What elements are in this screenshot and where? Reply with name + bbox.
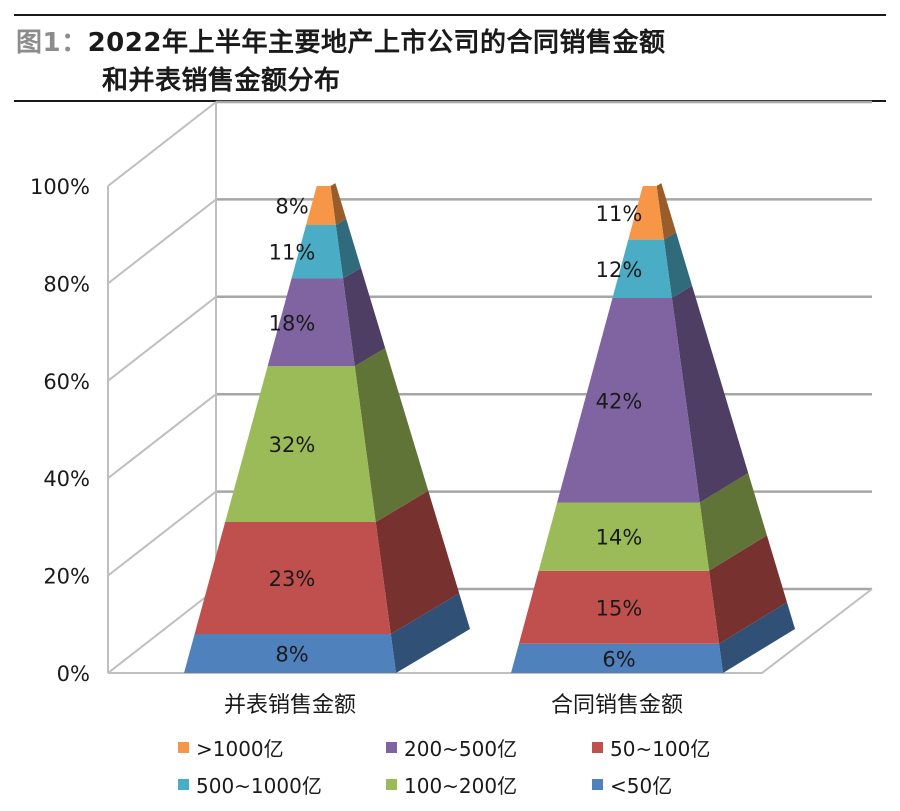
segment-value-label: 8%: [275, 643, 308, 667]
segment-value-label: 11%: [269, 241, 316, 265]
pyramid-side-segment: [663, 232, 693, 299]
pyramid-front-segment: [267, 278, 355, 367]
figure-title-line2: 和并表销售金额分布: [102, 66, 341, 96]
legend-item: 100~200亿: [386, 770, 517, 799]
pyramid-front-segment: [194, 522, 391, 635]
legend-swatch: [178, 742, 189, 753]
pyramid-front-segment: [184, 634, 396, 673]
segment-value-label: 11%: [596, 202, 643, 226]
x-category-label: 合同销售金额: [551, 693, 683, 718]
pyramid-front-segment: [538, 502, 710, 571]
legend-label: >1000亿: [196, 737, 284, 761]
segment-value-label: 8%: [275, 194, 308, 218]
chart-labels: 0% 20% 40% 60% 80% 100% 8% 23% 32% 18% 11% 8% 并表销售金额…: [30, 175, 683, 718]
figure-title-line1: 图1：2022年上半年主要地产上市公司的合同销售金额: [16, 22, 665, 59]
x-category-label: 并表销售金额: [224, 693, 356, 718]
pyramid-side-segment: [709, 535, 787, 644]
gridline-side: [107, 588, 217, 674]
segment-value-label: 6%: [602, 647, 635, 671]
pyramid-side-segment: [671, 285, 749, 503]
y-tick-label: 100%: [30, 175, 90, 199]
segment-value-label: 15%: [596, 596, 643, 620]
pyramid-side-segment: [343, 267, 386, 367]
pyramid-front-segment: [557, 298, 700, 503]
pyramid-front-segment: [291, 224, 344, 279]
y-tick-label: 20%: [43, 565, 90, 589]
y-tick-label: 40%: [43, 467, 90, 491]
header-top-rule: [14, 14, 886, 16]
legend-swatch: [592, 779, 603, 790]
legend-label: 200~500亿: [404, 737, 518, 761]
gridline-side: [107, 101, 217, 187]
segment-value-label: 12%: [596, 258, 643, 282]
gridline-side: [107, 296, 217, 382]
pyramid-side-segment: [656, 183, 677, 240]
legend-item: 500~1000亿: [178, 770, 322, 799]
legend-item: 200~500亿: [386, 733, 517, 762]
gridline-side: [107, 490, 217, 577]
segment-value-label: 14%: [596, 526, 643, 550]
pyramid-front-segment: [225, 366, 376, 523]
pyramid-side-segment: [330, 183, 347, 225]
pyramid-front-segment: [612, 239, 672, 299]
figure-title-text: 2022年上半年主要地产上市公司的合同销售金额: [87, 28, 666, 58]
segment-value-label: 23%: [269, 567, 316, 591]
figure-label: 图1：: [16, 28, 88, 58]
chart-pyramids: [184, 183, 795, 673]
gridline-side: [107, 393, 217, 479]
legend-swatch: [178, 779, 189, 790]
y-tick-label: 80%: [43, 272, 90, 296]
legend-swatch: [386, 742, 397, 753]
y-tick-label: 0%: [57, 662, 90, 686]
pyramid-side-segment: [335, 218, 361, 279]
pyramid-front-segment: [518, 570, 720, 644]
legend-label: <50亿: [610, 774, 673, 798]
pyramid-side-segment: [354, 348, 429, 523]
legend-label: 100~200亿: [404, 774, 518, 798]
legend-label: 500~1000亿: [196, 774, 322, 798]
segment-value-label: 42%: [596, 389, 643, 413]
legend-item: 50~100亿: [592, 733, 710, 762]
gridline-side: [107, 198, 217, 285]
legend-item: <50亿: [592, 770, 672, 799]
legend-label: 50~100亿: [610, 737, 711, 761]
y-tick-label: 60%: [43, 370, 90, 394]
legend-swatch: [592, 742, 603, 753]
pyramid-side-segment: [390, 593, 470, 673]
pyramid-front-segment: [511, 643, 723, 673]
legend-swatch: [386, 779, 397, 790]
pyramid-side-segment: [719, 602, 795, 673]
segment-value-label: 32%: [269, 433, 316, 457]
pyramid-side-segment: [699, 472, 767, 571]
pyramid-side-segment: [375, 490, 460, 635]
pyramid-front-segment: [306, 186, 336, 225]
segment-value-label: 18%: [269, 311, 316, 335]
legend-item: >1000亿: [178, 733, 284, 762]
pyramid-front-segment: [628, 186, 664, 240]
